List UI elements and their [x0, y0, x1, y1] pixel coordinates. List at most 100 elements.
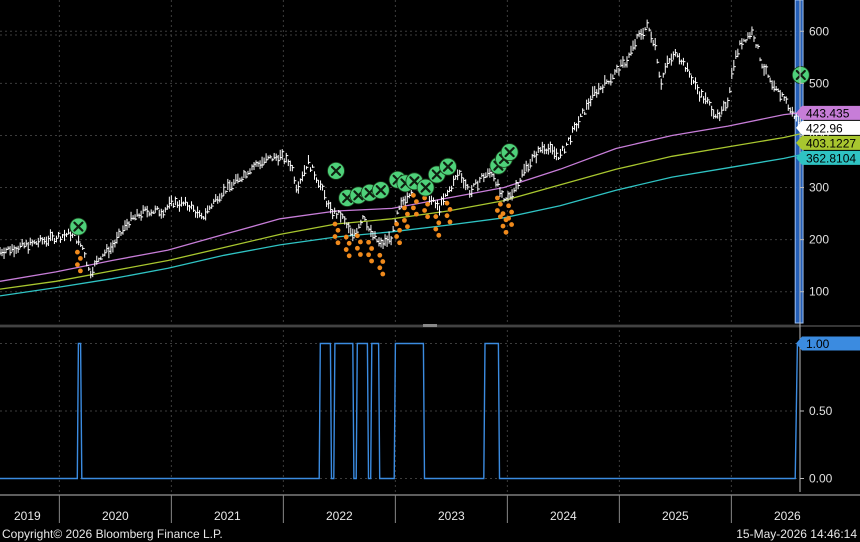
last-value-tag	[796, 105, 860, 120]
x-tick-label: 2021	[214, 509, 241, 523]
orange-signal-dot	[377, 265, 383, 271]
moving-average-lines	[0, 112, 801, 297]
orange-signal-dot	[78, 268, 83, 274]
orange-signal-dot	[495, 195, 500, 201]
x-tick-label: 2026	[774, 509, 801, 523]
y-tick-label: 300	[809, 181, 829, 195]
last-value-tag	[796, 135, 860, 150]
last-value-tag	[796, 150, 860, 165]
orange-signal-dot	[346, 253, 352, 259]
orange-signal-dot	[355, 245, 360, 251]
orange-signal-dot	[355, 233, 360, 239]
orange-signal-dot	[447, 219, 453, 225]
footer: Copyright© 2026 Bloomberg Finance L.P. 1…	[0, 524, 860, 542]
orange-signal-dot	[433, 226, 439, 232]
y-tick-label: 100	[809, 285, 829, 299]
orange-signal-dot	[436, 220, 442, 226]
orange-signal-dot	[397, 227, 402, 233]
orange-signal-dot	[380, 259, 386, 264]
orange-signal-dot	[402, 217, 407, 223]
signal-marker-x	[375, 185, 386, 196]
orange-signal-dot	[405, 211, 410, 217]
orange-signal-dot	[506, 203, 511, 209]
orange-signal-dot	[509, 222, 514, 227]
orange-signal-dot	[405, 224, 410, 230]
orange-signal-dot	[369, 258, 374, 264]
signal-marker-x	[73, 221, 84, 232]
orange-signal-dot	[411, 192, 416, 198]
orange-signal-dot	[366, 239, 371, 245]
y-tick-label: 0.50	[809, 404, 833, 418]
last-value-label: 403.1227	[806, 136, 856, 150]
orange-signal-dot	[444, 213, 450, 219]
orange-signal-dot	[366, 252, 371, 258]
orange-signal-dot	[433, 214, 439, 219]
x-tick-label: 2020	[102, 509, 129, 523]
signal-orange-marks	[75, 192, 514, 277]
signal-marker-x	[420, 182, 431, 193]
lower-panel	[0, 342, 803, 480]
orange-signal-dot	[436, 232, 442, 238]
signal-marker-x	[504, 147, 515, 158]
signal-marker-x	[442, 161, 454, 172]
orange-signal-dot	[414, 211, 419, 217]
y-tick-label: 600	[809, 24, 829, 38]
orange-signal-dot	[380, 271, 386, 277]
orange-signal-dot	[509, 209, 514, 215]
series-line-signal	[0, 342, 803, 480]
orange-signal-dot	[394, 221, 399, 227]
orange-signal-dot	[422, 195, 427, 201]
orange-signal-dot	[358, 252, 363, 257]
last-value-label: 422.96	[806, 121, 843, 135]
price-bars	[0, 19, 803, 279]
x-tick-label: 2025	[662, 509, 689, 523]
series-line-ma_green	[0, 133, 801, 290]
orange-signal-dot	[377, 252, 383, 258]
y-tick-label: 200	[809, 233, 829, 247]
signal-marker-x	[409, 176, 420, 187]
x-tick-label: 2023	[438, 509, 465, 523]
orange-signal-dot	[332, 234, 338, 239]
orange-signal-dot	[402, 205, 407, 211]
last-value-label: 1.00	[806, 337, 830, 351]
series-line-ma_pink	[0, 112, 801, 282]
last-value-label: 443.435	[806, 106, 850, 120]
orange-signal-dot	[332, 221, 338, 227]
signal-marker-x	[795, 69, 806, 81]
orange-signal-dot	[495, 208, 500, 213]
copyright-text: Copyright© 2026 Bloomberg Finance L.P.	[2, 527, 223, 541]
series-line-ma_cyan	[0, 154, 801, 297]
orange-signal-dot	[447, 207, 453, 212]
x-tick-label: 2022	[326, 509, 353, 523]
orange-signal-dot	[343, 247, 349, 252]
panel-resize-handle	[423, 324, 437, 327]
orange-signal-dot	[498, 201, 503, 207]
orange-signal-dot	[500, 211, 506, 216]
orange-signal-dot	[506, 215, 511, 221]
signal-marker-x	[330, 165, 342, 176]
grid-lines	[0, 0, 800, 492]
orange-signal-dot	[500, 223, 506, 229]
orange-signal-dot	[422, 208, 427, 213]
orange-signal-dot	[444, 200, 450, 206]
signal-marker-x	[431, 169, 442, 180]
orange-signal-dot	[503, 229, 509, 235]
last-value-label: 362.8104	[806, 151, 856, 165]
orange-signal-dot	[394, 234, 399, 239]
orange-signal-dot	[414, 199, 419, 205]
x-tick-label: 2019	[14, 509, 41, 523]
y-tick-label: 0.00	[809, 472, 833, 486]
orange-signal-dot	[75, 249, 80, 255]
orange-signal-dot	[75, 262, 80, 268]
orange-signal-dot	[425, 214, 430, 220]
y-tick-label: 500	[809, 76, 829, 90]
orange-signal-dot	[411, 205, 416, 211]
orange-signal-dot	[346, 240, 352, 246]
orange-signal-dot	[425, 201, 430, 207]
x-tick-label: 2024	[550, 509, 577, 523]
last-value-tag	[796, 120, 860, 135]
timestamp-text: 15-May-2026 14:46:14	[736, 527, 857, 541]
orange-signal-dot	[343, 234, 349, 240]
